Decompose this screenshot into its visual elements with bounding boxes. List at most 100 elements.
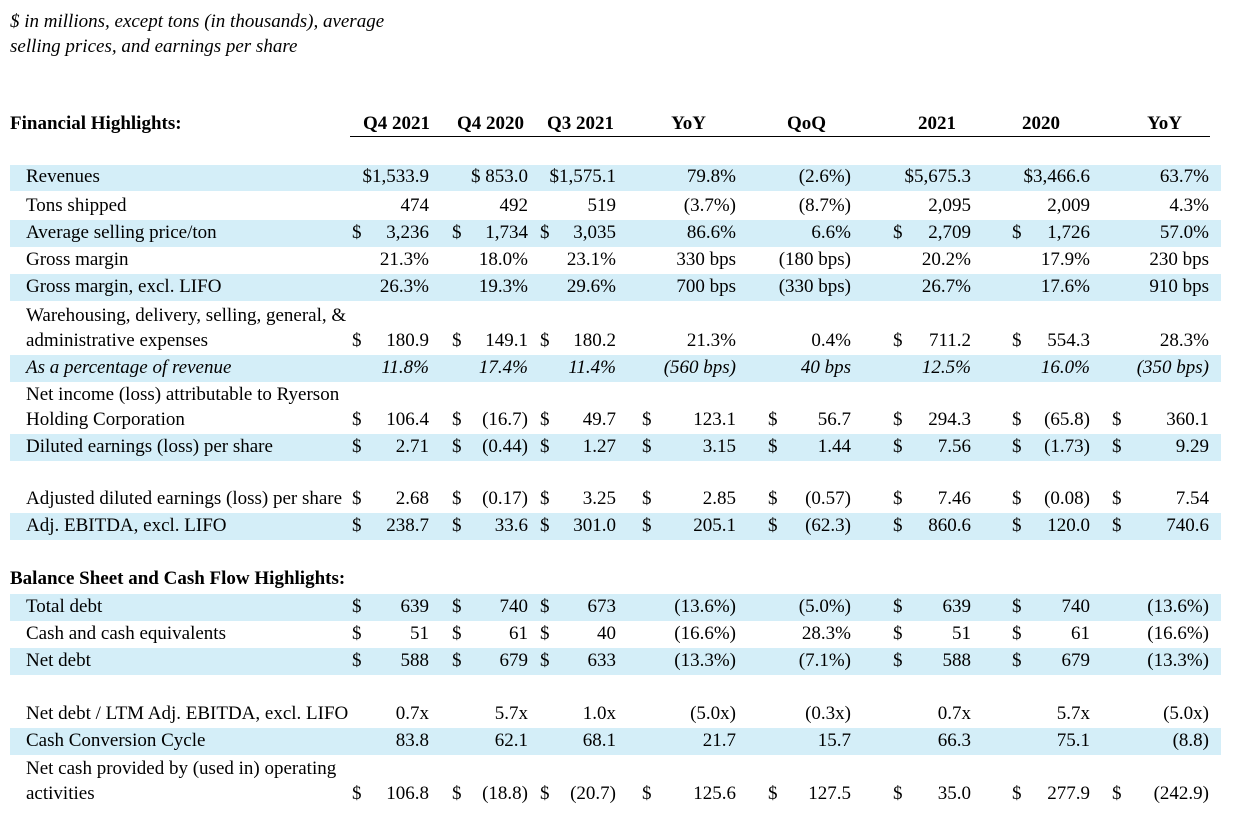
dollar-sign: $ [1012, 596, 1022, 617]
dollar-sign: $ [452, 409, 462, 430]
dollar-sign: $ [352, 783, 362, 804]
cell-value: 2.85 [702, 488, 736, 509]
dollar-sign: $ [893, 222, 903, 243]
column-header: Q4 2021 [362, 113, 430, 134]
dollar-sign: $ [452, 596, 462, 617]
table-row: Cash Conversion Cycle 83.8 62.1 68.1 21.7 15.… [10, 728, 1221, 755]
cell-value: (560 bps) [663, 357, 736, 378]
cell-value: 125.6 [693, 783, 736, 804]
cell-value: 588 [942, 650, 972, 671]
balance-sheet-title: Balance Sheet and Cash Flow Highlights: [10, 568, 346, 589]
cell-value: 180.2 [573, 330, 616, 351]
dollar-sign: $ [1012, 409, 1022, 430]
dollar-sign: $ [540, 515, 550, 536]
dollar-sign: $ [642, 783, 652, 804]
cell-value: 11.8% [381, 357, 429, 378]
cell-value: 2,009 [1047, 195, 1090, 216]
column-header: 2020 [1022, 113, 1060, 134]
table-row: Net income (loss) attributable to Ryerso… [10, 382, 1221, 434]
dollar-sign: $ [893, 515, 903, 536]
cell-value: 7.46 [937, 488, 971, 509]
cell-value: (350 bps) [1136, 357, 1209, 378]
cell-value: 740 [499, 596, 529, 617]
cell-value: 86.6% [686, 222, 736, 243]
dollar-sign: $ [452, 488, 462, 509]
dollar-sign: $ [352, 623, 362, 644]
cell-value: 17.4% [478, 357, 528, 378]
cell-value: 639 [400, 596, 430, 617]
cell-value: 62.1 [494, 730, 528, 751]
cell-value: $5,675.3 [904, 166, 972, 187]
dollar-sign: $ [1112, 783, 1122, 804]
cell-value: 17.6% [1040, 276, 1090, 297]
cell-value: 1,726 [1047, 222, 1090, 243]
cell-value: $3,466.6 [1023, 166, 1091, 187]
dollar-sign: $ [452, 783, 462, 804]
cell-value: 294.3 [928, 409, 971, 430]
cell-value: 554.3 [1047, 330, 1090, 351]
cell-value: 639 [942, 596, 972, 617]
dollar-sign: $ [642, 436, 652, 457]
dollar-sign: $ [352, 650, 362, 671]
dollar-sign: $ [352, 515, 362, 536]
cell-value: 61 [509, 623, 528, 644]
cell-value: 40 [597, 623, 616, 644]
dollar-sign: $ [893, 409, 903, 430]
row-label: As a percentage of revenue [26, 357, 232, 378]
financial-highlights-title: Financial Highlights: [10, 113, 182, 134]
table-row: Gross margin 21.3% 18.0% 23.1% 330 bps (180 b… [10, 247, 1221, 274]
row-label: Adj. EBITDA, excl. LIFO [26, 515, 227, 536]
cell-value: (180 bps) [778, 249, 851, 270]
cell-value: 68.1 [582, 730, 616, 751]
cell-value: 633 [587, 650, 617, 671]
cell-value: (8.8) [1172, 730, 1209, 751]
dollar-sign: $ [452, 515, 462, 536]
cell-value: 56.7 [817, 409, 851, 430]
cell-value: (20.7) [570, 783, 616, 804]
cell-value: 7.54 [1175, 488, 1209, 509]
dollar-sign: $ [768, 515, 778, 536]
table-row: Total debt $639 $740 $673 (13.6%) (5.0%) $639 $… [10, 594, 1221, 621]
cell-value: 123.1 [693, 409, 736, 430]
row-label: Net cash provided by (used in) operating… [26, 758, 337, 804]
cell-value: 700 bps [676, 276, 736, 297]
cell-value: 75.1 [1056, 730, 1090, 751]
table-row: Net debt $588 $679 $633 (13.3%) (7.1%) $588 $67… [10, 648, 1221, 675]
cell-value: 360.1 [1166, 409, 1209, 430]
dollar-sign: $ [1012, 488, 1022, 509]
cell-value: 679 [499, 650, 529, 671]
cell-value: 18.0% [478, 249, 528, 270]
dollar-sign: $ [893, 488, 903, 509]
dollar-sign: $ [452, 222, 462, 243]
cell-value: 180.9 [386, 330, 429, 351]
cell-value: 57.0% [1159, 222, 1209, 243]
dollar-sign: $ [452, 436, 462, 457]
cell-value: 28.3% [801, 623, 851, 644]
cell-value: 205.1 [693, 515, 736, 536]
cell-value: 21.3% [379, 249, 429, 270]
dollar-sign: $ [452, 623, 462, 644]
cell-value: 0.7x [395, 703, 429, 724]
cell-value: (5.0x) [1163, 703, 1209, 724]
dollar-sign: $ [768, 436, 778, 457]
cell-value: (13.3%) [1147, 650, 1209, 671]
cell-value: 860.6 [928, 515, 971, 536]
cell-value: 49.7 [582, 409, 616, 430]
table-row: Diluted earnings (loss) per share $2.71 $ (… [10, 434, 1221, 461]
dollar-sign: $ [452, 650, 462, 671]
cell-value: $1,533.9 [362, 166, 430, 187]
column-header: YoY [671, 113, 706, 134]
cell-value: 230 bps [1149, 249, 1209, 270]
cell-value: 6.6% [811, 222, 851, 243]
row-label: Cash Conversion Cycle [26, 730, 206, 751]
cell-value: 7.56 [937, 436, 971, 457]
table-row: Warehousing, delivery, selling, general,… [10, 301, 1221, 355]
cell-value: 9.29 [1175, 436, 1209, 457]
dollar-sign: $ [1112, 515, 1122, 536]
cell-value: 106.8 [386, 783, 429, 804]
dollar-sign: $ [352, 596, 362, 617]
dollar-sign: $ [642, 488, 652, 509]
dollar-sign: $ [893, 650, 903, 671]
dollar-sign: $ [1012, 650, 1022, 671]
cell-value: (13.6%) [674, 596, 736, 617]
